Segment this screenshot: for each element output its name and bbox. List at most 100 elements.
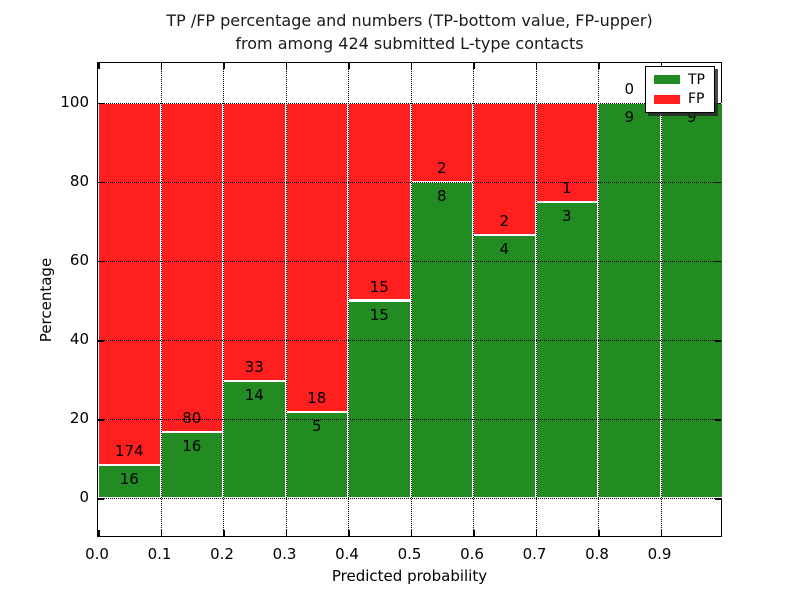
legend-label-tp: TP — [688, 71, 705, 88]
y-tick-label: 60 — [69, 250, 89, 269]
y-tick-mark-right — [715, 181, 721, 184]
legend: TP FP — [645, 66, 715, 113]
y-tick-mark-right — [715, 340, 721, 342]
x-tick-label: 0.2 — [210, 545, 234, 563]
bar-tp-segment — [348, 300, 411, 499]
bar-count-label-fp: 2 — [499, 211, 510, 230]
y-tick-mark-right — [715, 498, 721, 500]
chart-title-line2: from among 424 submitted L-type contacts — [235, 34, 584, 53]
gridline-vertical — [285, 63, 287, 536]
legend-label-fp: FP — [688, 91, 705, 108]
chart-title-line1: TP /FP percentage and numbers (TP-bottom… — [166, 11, 653, 30]
x-tick-mark-top — [473, 63, 475, 69]
y-axis-label: Percentage — [37, 257, 55, 343]
gridline-horizontal — [98, 498, 721, 500]
bar-count-label-tp: 16 — [182, 437, 202, 456]
gridline-horizontal — [98, 340, 721, 342]
bar-fp-segment — [285, 102, 348, 413]
x-tick-label: 0.0 — [85, 545, 109, 563]
bar-count-label-fp: 33 — [244, 357, 264, 376]
y-tick-mark — [98, 181, 104, 184]
y-tick-mark-right — [715, 260, 721, 263]
y-tick-label: 40 — [69, 330, 89, 349]
chart-title: TP /FP percentage and numbers (TP-bottom… — [97, 9, 722, 55]
fp-color-swatch-icon — [654, 94, 680, 104]
x-tick-mark-top — [348, 63, 350, 69]
gridline-horizontal — [98, 181, 721, 183]
x-tick-label: 0.8 — [585, 545, 609, 563]
bar-tp-segment — [285, 412, 348, 499]
y-tick-mark — [98, 260, 104, 263]
x-tick-mark — [285, 530, 287, 536]
tp-color-swatch-icon — [654, 75, 680, 85]
bar-fp-segment — [223, 102, 286, 381]
y-tick-mark — [98, 419, 104, 421]
legend-entry-tp: TP — [646, 72, 714, 88]
bar-count-label-tp: 9 — [624, 107, 635, 126]
gridline-vertical — [598, 63, 599, 536]
x-tick-mark — [348, 530, 350, 536]
bar-count-label-tp: 3 — [561, 206, 572, 225]
x-tick-mark-top — [160, 63, 162, 69]
bar-count-label-tp: 14 — [244, 385, 264, 404]
gridline-vertical — [473, 63, 474, 536]
bar-count-label-fp: 18 — [307, 389, 327, 408]
x-tick-mark — [410, 530, 412, 536]
gridline-vertical — [660, 63, 662, 536]
bar-fp-segment — [160, 102, 223, 433]
x-tick-label: 0.4 — [335, 545, 359, 563]
gridline-vertical — [535, 63, 537, 536]
x-tick-label: 0.9 — [647, 545, 672, 563]
x-axis-label: Predicted probability — [331, 567, 488, 585]
x-tick-mark — [223, 530, 225, 536]
y-tick-label: 100 — [60, 92, 89, 111]
x-tick-mark — [160, 530, 162, 536]
bar-count-label-fp: 80 — [182, 409, 202, 428]
bar-tp-segment — [598, 102, 661, 499]
y-tick-label: 0 — [79, 488, 89, 507]
plot-inner: 174168016331418515152824130909 — [98, 63, 723, 536]
plot-area: 174168016331418515152824130909 — [97, 62, 723, 537]
x-tick-mark-top — [535, 63, 537, 69]
bar-count-label-tp: 4 — [499, 239, 510, 258]
x-tick-mark-top — [285, 63, 287, 69]
bar-count-label-fp: 1 — [561, 178, 572, 197]
x-tick-mark — [535, 530, 537, 536]
bar-count-label-tp: 9 — [686, 107, 697, 126]
bar-count-label-tp: 5 — [311, 417, 322, 436]
x-tick-label: 0.1 — [147, 545, 172, 563]
bar-tp-segment — [535, 201, 598, 499]
x-tick-mark-top — [410, 63, 412, 69]
bar-count-label-fp: 2 — [436, 158, 447, 177]
bar-count-label-fp: 15 — [369, 277, 389, 296]
x-tick-mark — [660, 530, 662, 536]
y-tick-label: 20 — [69, 409, 89, 428]
x-tick-label: 0.5 — [397, 545, 422, 563]
gridline-vertical — [348, 63, 349, 536]
y-tick-mark-right — [715, 102, 721, 105]
y-tick-mark-right — [715, 419, 721, 421]
bar-count-label-fp: 0 — [624, 79, 635, 98]
x-tick-mark-top — [223, 63, 225, 69]
gridline-vertical — [410, 63, 412, 536]
y-tick-mark — [98, 102, 104, 105]
y-tick-mark — [98, 340, 104, 342]
y-tick-mark — [98, 498, 104, 500]
gridline-horizontal — [98, 419, 721, 421]
gridline-horizontal — [98, 260, 721, 262]
bar-tp-segment — [473, 234, 536, 499]
x-tick-label: 0.6 — [460, 545, 484, 563]
x-tick-mark — [473, 530, 475, 536]
x-tick-label: 0.3 — [272, 545, 297, 563]
x-tick-label: 0.7 — [522, 545, 547, 563]
bar-tp-segment — [160, 432, 223, 499]
x-tick-mark-top — [598, 63, 600, 69]
bar-tp-segment — [98, 465, 161, 499]
bar-fp-segment — [348, 102, 411, 301]
x-tick-mark — [598, 530, 600, 536]
legend-entry-fp: FP — [646, 91, 714, 107]
gridline-vertical — [223, 63, 224, 536]
bar-count-label-tp: 8 — [436, 186, 447, 205]
bar-fp-segment — [98, 102, 161, 466]
